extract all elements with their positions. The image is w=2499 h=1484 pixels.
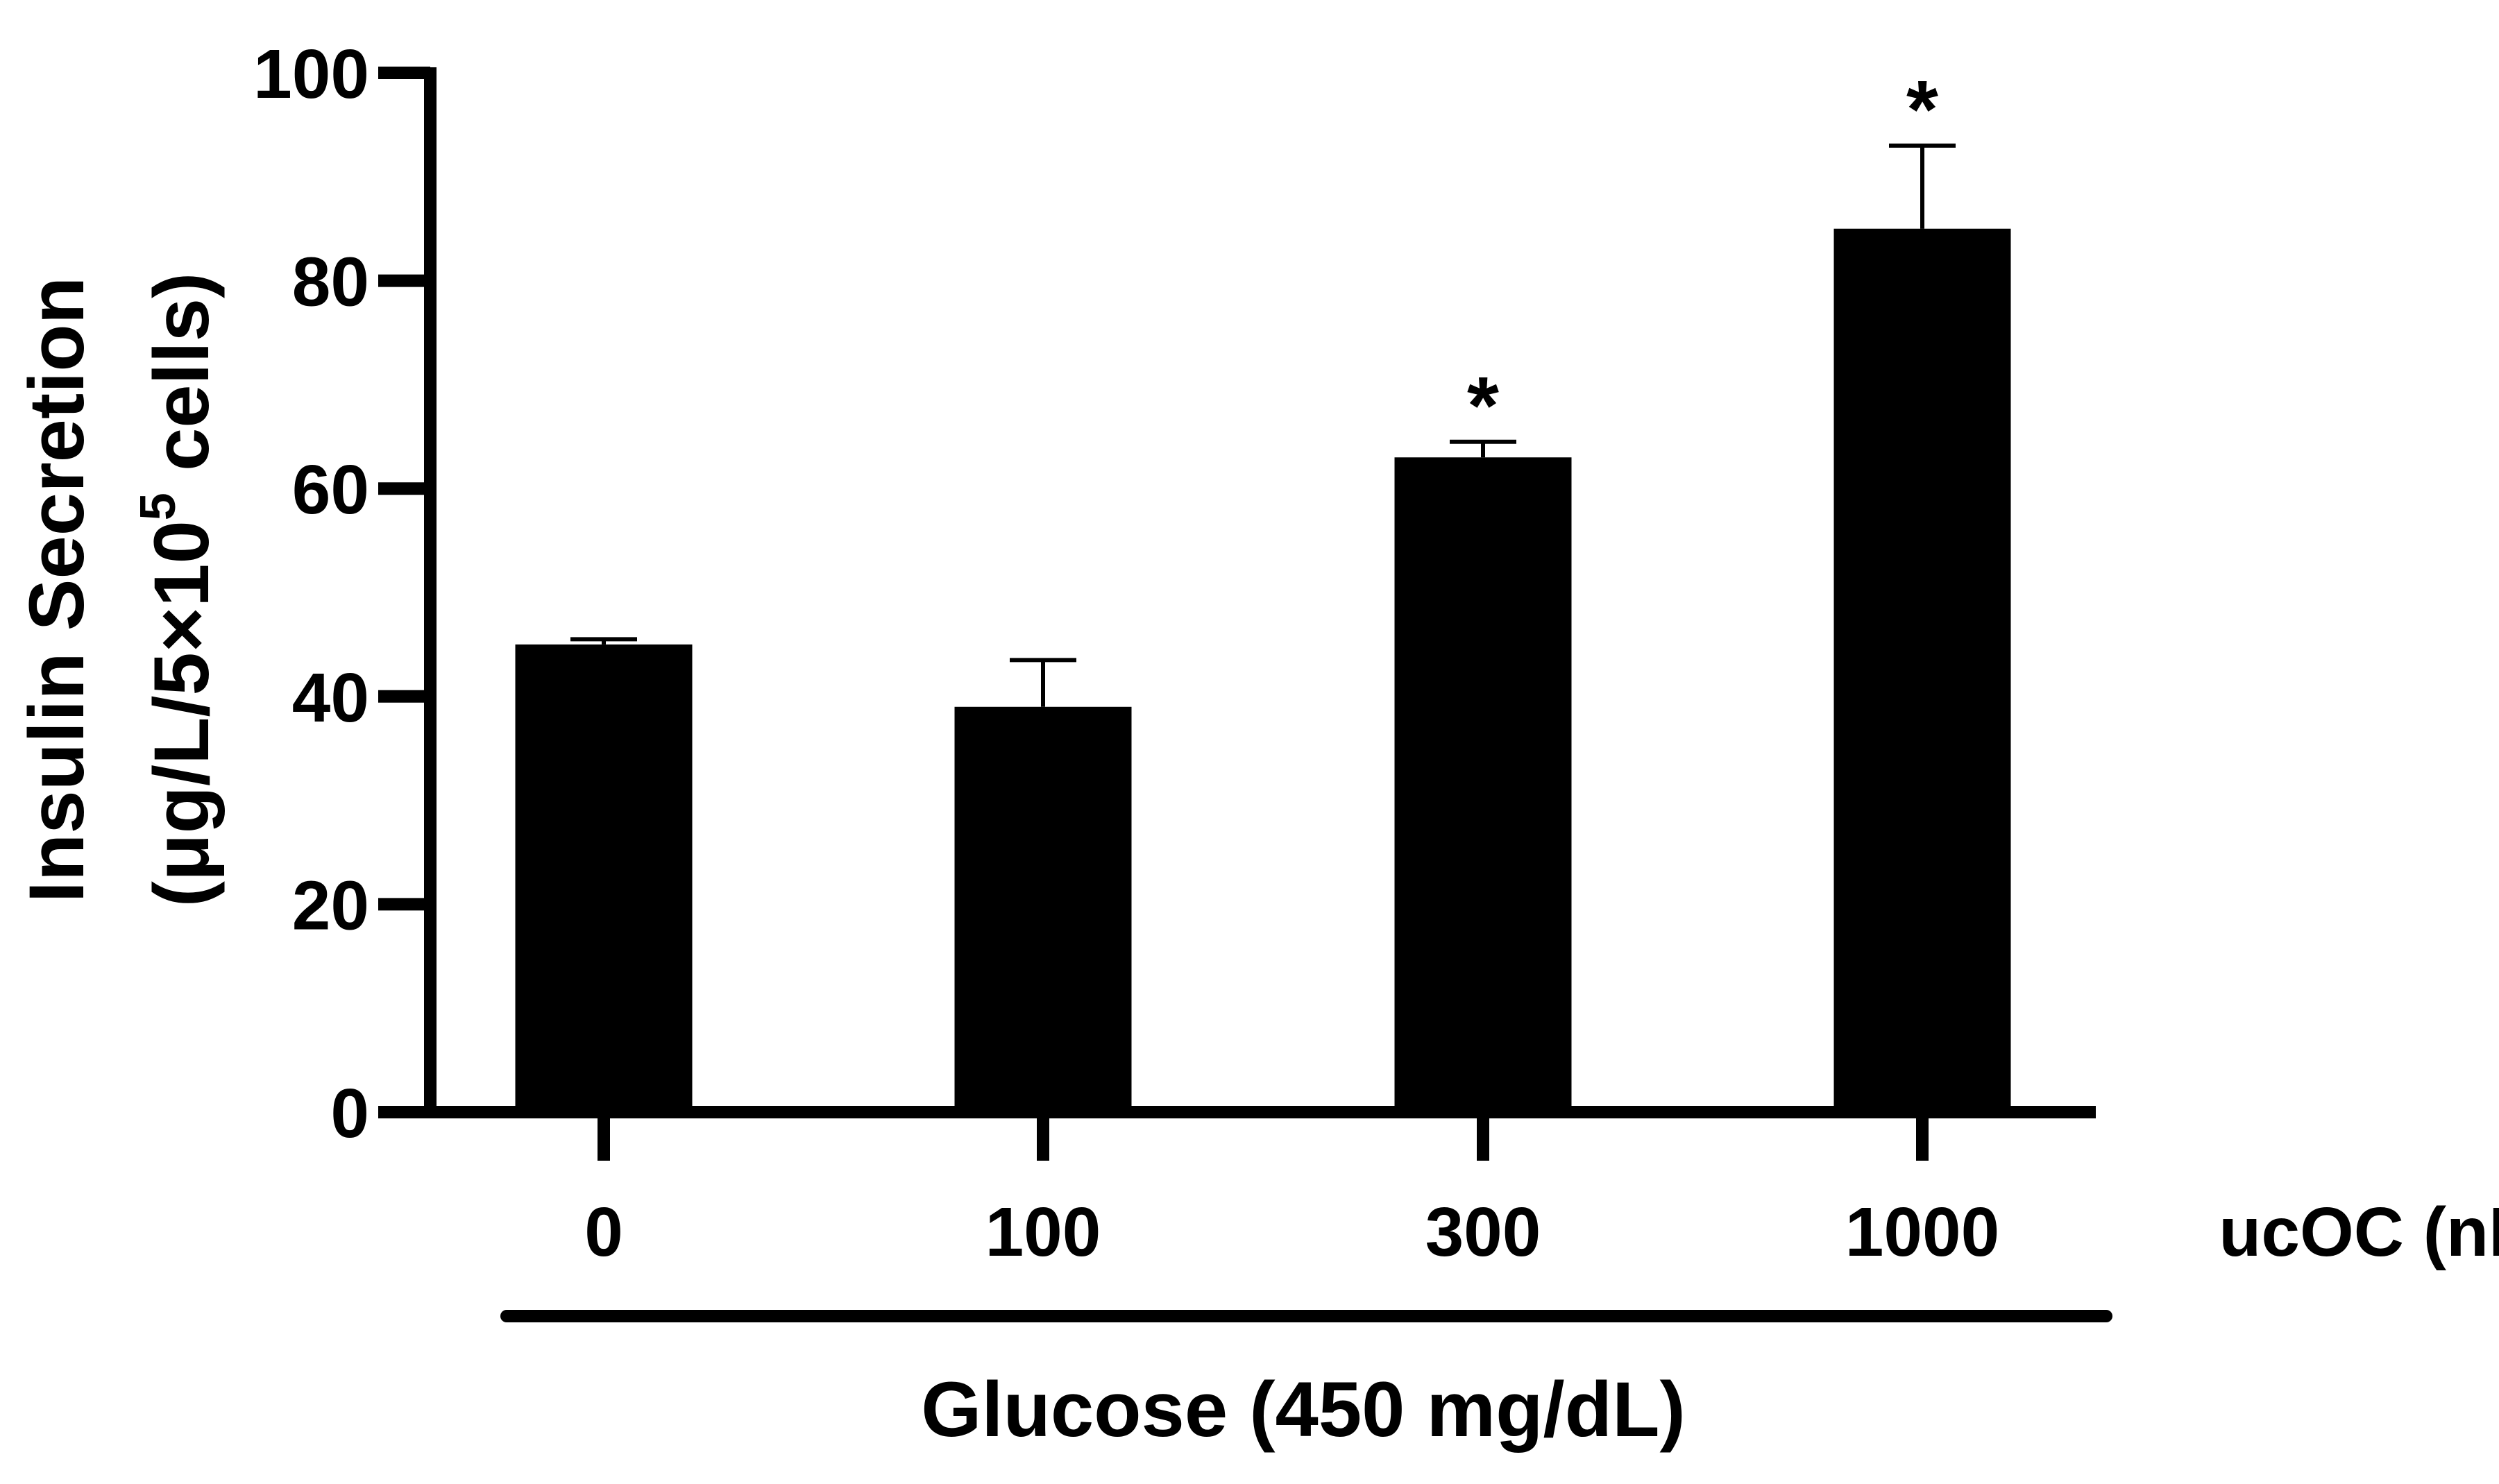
x-category-label-1000: 1000 (1845, 1193, 1999, 1271)
axes-layer (424, 67, 2096, 1118)
y-tick-label-80: 80 (292, 244, 369, 321)
y-tick-label-40: 40 (292, 659, 369, 737)
y-tick-label-0: 0 (330, 1075, 369, 1152)
y-axis-title-line2: (μg/L/5×105 cells) (130, 273, 225, 907)
bar-0 (515, 644, 693, 1112)
y-tick-label-100: 100 (253, 35, 369, 113)
y-axis-title-line1: Insulin Secretion (13, 277, 100, 903)
x-category-label-0: 0 (584, 1193, 623, 1271)
x-axis-title: ucOC (nM) (2219, 1193, 2499, 1271)
y-axis-title-exponent: 5 (130, 493, 186, 520)
bar-100 (954, 706, 1132, 1112)
x-category-label-100: 100 (985, 1193, 1101, 1271)
bar-300 (1394, 457, 1572, 1112)
bar-1000 (1833, 228, 2011, 1113)
x-categories-layer: 0 100 300 1000 (584, 1112, 1999, 1271)
significance-layer: ** (1467, 64, 1938, 452)
y-tick-label-60: 60 (292, 451, 369, 529)
y-ticks-layer: 0 20 40 60 80 100 (253, 35, 430, 1152)
y-axis-title-unit-prefix: (μg/L/5×10 (138, 520, 225, 907)
error-bars-layer (570, 143, 1956, 707)
significance-marker-1000: * (1906, 64, 1938, 155)
y-tick-label-20: 20 (292, 867, 369, 944)
group-label: Glucose (450 mg/dL) (921, 1366, 1686, 1453)
bars-layer (515, 228, 2011, 1113)
significance-marker-300: * (1467, 360, 1499, 452)
x-category-label-300: 300 (1425, 1193, 1541, 1271)
y-axis-title-unit-suffix: cells) (138, 273, 225, 493)
